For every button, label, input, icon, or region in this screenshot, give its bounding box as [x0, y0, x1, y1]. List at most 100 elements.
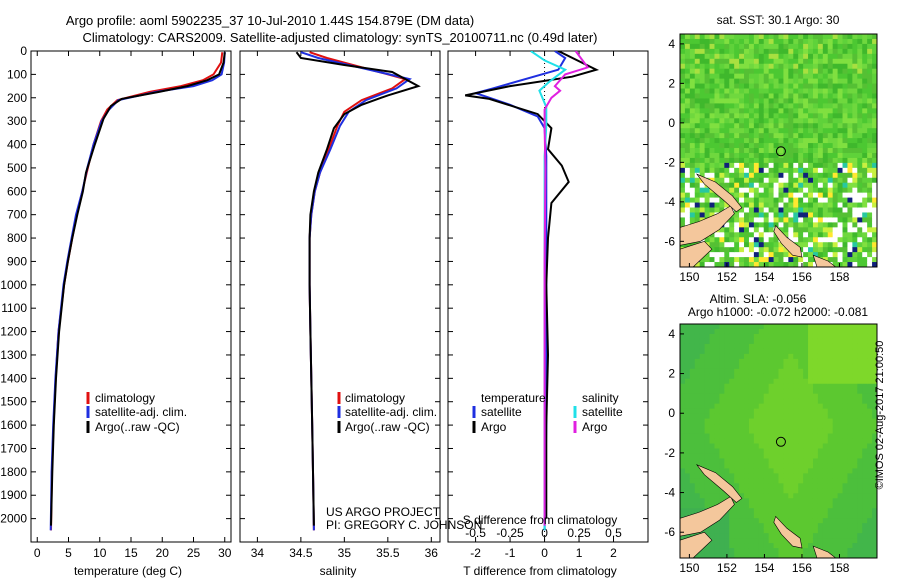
sst-cell — [852, 138, 858, 144]
sst-cell — [798, 148, 804, 154]
sst-cell — [832, 232, 839, 238]
sla-cell — [699, 333, 706, 340]
sst-cell — [699, 162, 706, 169]
depth-tick-label: 1400 — [0, 371, 27, 385]
sst-cell — [714, 78, 720, 85]
sst-cell — [852, 93, 858, 100]
sst-cell — [724, 152, 730, 159]
sst-cell — [842, 88, 849, 95]
sst-cell — [837, 43, 844, 50]
sla-cell — [837, 528, 844, 534]
sla-cell — [680, 488, 686, 494]
sst-cell — [847, 98, 853, 105]
sst-cell — [719, 138, 725, 144]
sla-cell — [719, 383, 725, 390]
sla-cell — [842, 368, 849, 375]
sst-cell — [753, 262, 760, 267]
sst-cell — [812, 88, 819, 95]
sst-cell — [827, 222, 834, 228]
sst-cell — [753, 237, 760, 243]
sst-cell — [684, 157, 691, 164]
sla-cell — [729, 363, 735, 370]
sla-cell — [788, 548, 794, 554]
sst-cell — [758, 83, 765, 90]
sst-cell — [763, 192, 770, 199]
sla-cell — [832, 443, 839, 450]
sst-cell — [763, 262, 770, 267]
sst-cell — [778, 242, 785, 248]
sst-cell — [862, 143, 868, 149]
sst-cell — [699, 133, 706, 139]
sla-cell — [709, 368, 716, 375]
sla-cell — [689, 383, 696, 390]
sla-cell — [842, 353, 849, 360]
sla-cell — [753, 398, 760, 405]
sla-cell — [857, 398, 863, 405]
sst-cell — [748, 148, 755, 154]
sla-cell — [827, 528, 834, 534]
sst-cell — [837, 138, 844, 144]
sla-cell — [803, 333, 809, 340]
land-new-ireland — [695, 464, 743, 503]
sst-cell — [842, 162, 849, 169]
sst-cell — [689, 167, 696, 174]
sla-cell — [739, 553, 745, 558]
sla-cell — [748, 503, 755, 509]
sst-cell — [872, 113, 877, 119]
sst-cell — [867, 157, 873, 164]
sst-cell — [714, 93, 720, 100]
sst-cell — [803, 113, 809, 119]
sst-cell — [680, 123, 686, 129]
sst-cell — [778, 43, 785, 50]
sla-cell — [753, 393, 760, 400]
sst-cell — [822, 217, 829, 223]
sla-cell — [739, 508, 745, 514]
sla-cell — [758, 393, 765, 400]
sst-cell — [862, 197, 868, 204]
sla-cell — [862, 513, 868, 519]
sst-cell — [808, 43, 814, 50]
sst-cell — [739, 192, 745, 199]
sla-cell — [788, 388, 794, 395]
sla-cell — [744, 353, 750, 360]
sst-cell — [817, 88, 824, 95]
sla-cell — [699, 493, 706, 499]
sla-cell — [680, 513, 686, 519]
sla-cell — [847, 453, 853, 460]
sst-cell — [817, 98, 824, 105]
sla-cell — [689, 398, 696, 405]
sla-cell — [872, 373, 877, 380]
sla-cell — [773, 473, 780, 479]
sst-cell — [847, 103, 853, 109]
sla-cell — [763, 548, 770, 554]
sla-cell — [793, 353, 799, 360]
sst-cell — [734, 83, 740, 90]
sla-cell — [788, 358, 794, 365]
sst-cell — [842, 207, 849, 214]
sla-cell — [783, 368, 789, 375]
sst-cell — [862, 48, 868, 55]
sst-cell — [857, 103, 863, 109]
sla-cell — [872, 503, 877, 509]
sla-cell — [852, 448, 858, 455]
sst-cell — [822, 38, 829, 45]
sst-cell — [719, 123, 725, 129]
sla-cell — [832, 403, 839, 410]
sst-cell — [684, 118, 691, 124]
sst-cell — [788, 123, 794, 129]
sla-cell — [788, 543, 794, 549]
sst-cell — [842, 34, 849, 40]
sst-cell — [748, 113, 755, 119]
sla-cell — [748, 398, 755, 405]
sla-cell — [739, 548, 745, 554]
sla-cell — [788, 338, 794, 345]
sla-cell — [832, 513, 839, 519]
sla-cell — [758, 358, 765, 365]
sla-cell — [739, 483, 745, 489]
sla-cell — [724, 438, 730, 445]
sla-cell — [709, 358, 716, 365]
sla-cell — [812, 328, 819, 335]
sst-cell — [812, 78, 819, 85]
sst-cell — [699, 143, 706, 149]
sla-cell — [748, 533, 755, 539]
